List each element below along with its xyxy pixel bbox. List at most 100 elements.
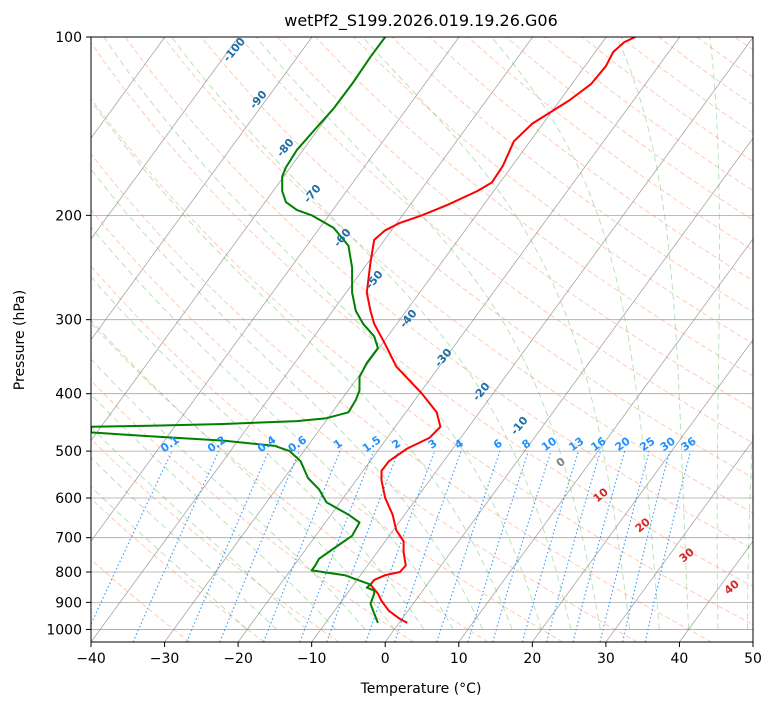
mixing-ratio-label: 6 [491, 437, 505, 452]
x-tick-label: 20 [523, 651, 541, 667]
dry-adiabat [734, 37, 753, 51]
mixing-ratio-line [546, 450, 602, 642]
x-tick-label: −40 [76, 651, 106, 667]
dry-adiabat [91, 41, 753, 588]
moist-adiabat [103, 37, 542, 630]
mixing-ratio-label: 3 [426, 437, 440, 452]
dry-adiabat-label: -70 [301, 182, 324, 206]
y-axis-label: Pressure (hPa) [12, 290, 28, 390]
isotherm-line [91, 37, 313, 341]
dry-adiabat [91, 497, 265, 642]
moist-adiabat [91, 358, 366, 630]
mixing-ratio-line [622, 450, 671, 642]
dry-adiabat [353, 37, 753, 345]
y-tick-label: 700 [55, 531, 82, 547]
isotherm-line [679, 540, 753, 642]
mixing-ratio-label: 1.5 [360, 433, 383, 455]
moist-adiabat [255, 37, 601, 630]
dry-adiabat [91, 558, 190, 642]
isotherm-line [237, 37, 681, 642]
mixing-ratio-line [262, 450, 341, 642]
moist-adiabat [91, 168, 484, 630]
y-tick-label: 500 [55, 444, 82, 460]
plot-frame [90, 36, 754, 643]
mixing-ratio-line [219, 450, 300, 642]
dry-adiabat [91, 153, 713, 642]
y-axis-ticks: 100 200 300 400 500 600 700 800 900 1000 [46, 30, 91, 638]
mixing-ratio-line [326, 450, 399, 642]
mixing-ratio-label: 2 [390, 437, 404, 452]
mixing-ratio-line [132, 450, 220, 642]
temperature-profile [365, 37, 636, 624]
dry-adiabat-label: -20 [470, 380, 493, 404]
mixing-ratio-line [365, 450, 436, 642]
mixing-ratio-line [91, 450, 173, 626]
mixing-ratio-line [299, 450, 375, 642]
mixing-ratio-line [186, 450, 270, 642]
isotherm-line [752, 641, 753, 642]
dry-adiabat [696, 37, 753, 78]
dry-adiabat [91, 265, 563, 642]
dewpoint-profile [91, 37, 387, 624]
moist-adiabat [91, 319, 395, 630]
moist-adiabat-label: 30 [677, 545, 697, 565]
moist-adiabat [91, 426, 307, 630]
dry-adiabat [200, 37, 753, 479]
moist-adiabat [91, 486, 248, 630]
x-axis-ticks: −40 −30 −20 −10 0 10 20 30 40 50 [76, 642, 762, 667]
x-tick-label: 50 [744, 651, 762, 667]
dry-adiabat [505, 37, 753, 221]
moist-adiabat [171, 37, 572, 630]
moist-adiabat [491, 37, 660, 630]
mixing-ratio-label: 4 [452, 437, 466, 452]
x-tick-label: −30 [150, 651, 180, 667]
x-tick-label: −20 [223, 651, 253, 667]
dry-adiabat [277, 37, 753, 410]
y-tick-label: 200 [55, 208, 82, 224]
isotherm-line [605, 439, 753, 642]
isotherm-line [532, 339, 753, 642]
dry-adiabat-label: -100 [220, 35, 248, 65]
mixing-ratio-label: 8 [520, 437, 534, 452]
y-tick-label: 1000 [46, 622, 82, 638]
dry-adiabat-label: -10 [508, 414, 531, 438]
isotherm-line [458, 238, 753, 642]
y-tick-label: 300 [55, 313, 82, 329]
mixing-ratio-line [467, 450, 529, 642]
isotherm-line [91, 37, 239, 240]
mixing-ratio-line [599, 450, 650, 642]
mixing-ratio-line [394, 450, 462, 642]
mixing-ratio-line [644, 450, 692, 642]
dry-adiabat [543, 37, 753, 191]
isotherm-line [91, 37, 533, 642]
dry-adiabat [315, 37, 753, 377]
x-tick-label: 40 [671, 651, 689, 667]
moist-adiabat [91, 100, 513, 630]
mixing-ratio-line [492, 450, 552, 642]
dry-adiabat [162, 37, 753, 514]
x-axis-label: Temperature (°C) [360, 681, 482, 697]
moist-adiabat-label: 10 [591, 485, 611, 505]
y-tick-label: 400 [55, 387, 82, 403]
line-labels: 0.1 0.2 0.4 0.6 1 1.5 2 3 4 6 8 10 13 16 20 25 30 36-100-… [158, 35, 742, 597]
dry-adiabat [124, 37, 753, 550]
dry-adiabat [91, 438, 340, 642]
y-tick-label: 100 [55, 30, 82, 46]
isotherm-line [91, 37, 386, 442]
isotherm-line [384, 137, 753, 642]
moist-adiabat [91, 276, 425, 630]
mixing-ratio-line [572, 450, 626, 642]
x-tick-label: −10 [297, 651, 327, 667]
sounding-profiles [91, 37, 636, 624]
moist-adiabat [91, 393, 336, 630]
mixing-ratio-line [521, 450, 579, 642]
mixing-ratio-line [436, 450, 501, 642]
x-tick-label: 0 [381, 651, 390, 667]
moist-adiabat [747, 417, 753, 630]
y-tick-label: 600 [55, 491, 82, 507]
dry-adiabat [91, 209, 638, 642]
dry-adiabat [91, 379, 414, 642]
moist-adiabat [91, 457, 277, 630]
mixing-ratio-label: 0.4 [255, 433, 279, 455]
